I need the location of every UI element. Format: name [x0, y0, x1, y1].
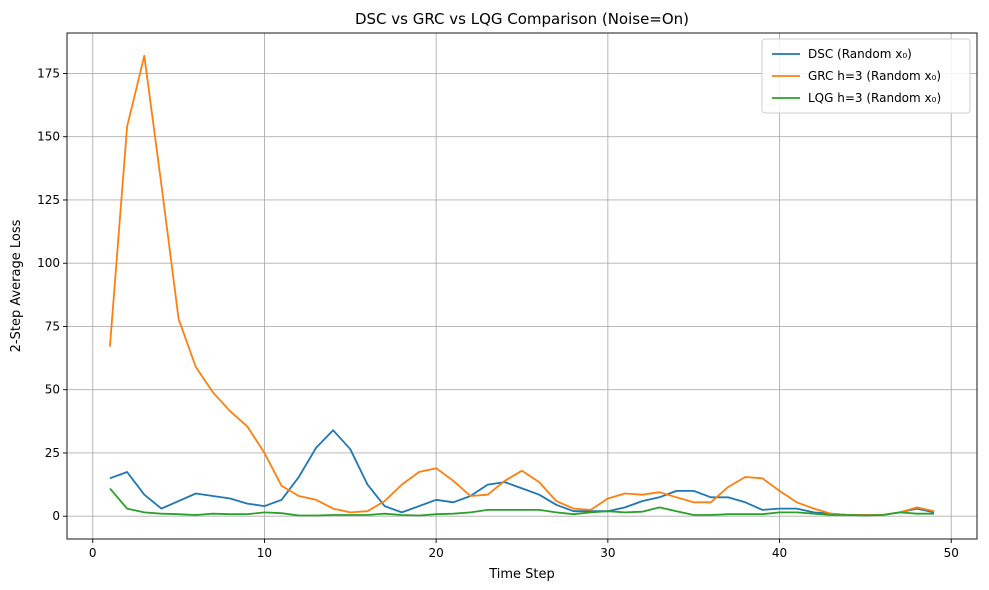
x-tick-label: 0 [89, 546, 97, 560]
legend-label: GRC h=3 (Random x₀) [808, 69, 941, 83]
legend: DSC (Random x₀) GRC h=3 (Random x₀) LQG h=… [761, 38, 971, 114]
legend-label: DSC (Random x₀) [808, 47, 912, 61]
y-tick-label: 50 [45, 383, 60, 397]
x-tick-label: 20 [429, 546, 444, 560]
y-tick-label: 25 [45, 446, 60, 460]
legend-label: LQG h=3 (Random x₀) [808, 91, 941, 105]
x-tick-label: 40 [772, 546, 787, 560]
x-tick-label: 50 [944, 546, 959, 560]
y-tick-label: 0 [52, 509, 60, 523]
series-line-2 [109, 487, 935, 517]
series-line-1 [109, 54, 935, 516]
plot-frame [66, 32, 978, 540]
y-tick-label: 100 [37, 256, 60, 270]
y-tick-label: 75 [45, 319, 60, 333]
chart-title: DSC vs GRC vs LQG Comparison (Noise=On) [355, 10, 689, 28]
legend-box [761, 38, 971, 114]
x-tick-label: 30 [600, 546, 615, 560]
y-axis-label: 2-Step Average Loss [9, 219, 24, 352]
x-tick-label: 10 [257, 546, 272, 560]
x-axis-ticks: 0 10 20 30 40 50 [89, 539, 959, 560]
y-tick-label: 150 [37, 130, 60, 144]
y-axis-ticks: 0 25 50 75 100 125 150 175 [37, 66, 67, 523]
y-tick-label: 175 [37, 66, 60, 80]
series-line-0 [109, 429, 935, 516]
x-axis-label: Time Step [488, 567, 555, 582]
y-tick-label: 125 [37, 193, 60, 207]
series-lines [109, 54, 935, 517]
